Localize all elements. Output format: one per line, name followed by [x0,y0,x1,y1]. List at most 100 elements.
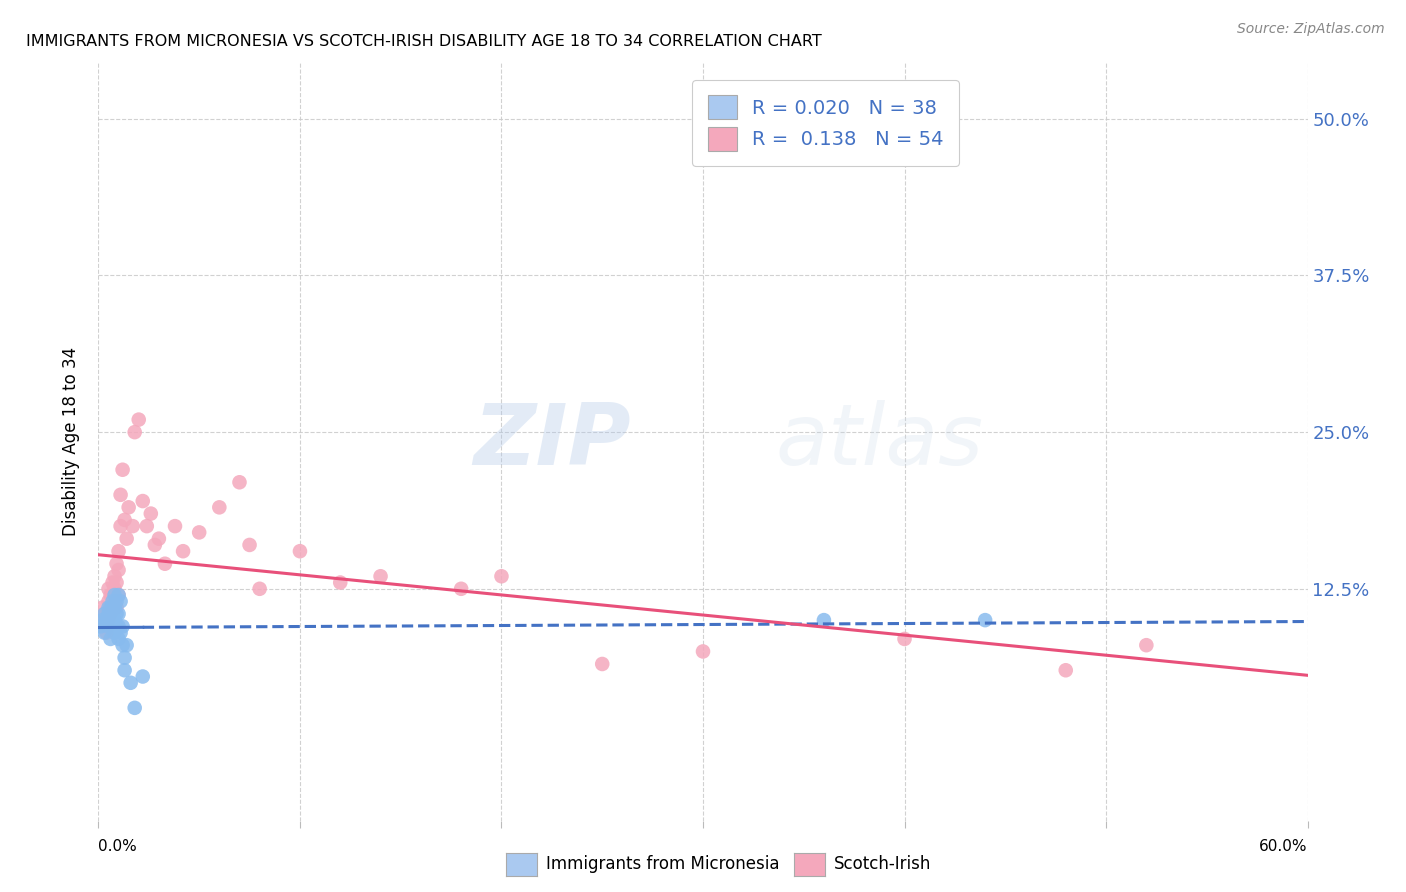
Point [124,425,146,439]
Text: atlas: atlas [776,400,984,483]
Point [121,519,143,533]
Text: IMMIGRANTS FROM MICRONESIA VS SCOTCH-IRISH DISABILITY AGE 18 TO 34 CORRELATION C: IMMIGRANTS FROM MICRONESIA VS SCOTCH-IRI… [25,34,821,49]
Point [132,494,155,508]
Point [249,582,271,596]
Text: 0.0%: 0.0% [98,839,138,855]
Point [101,575,124,590]
Point [89,619,111,633]
Point [96,613,118,627]
Point [97,613,120,627]
Point [491,569,513,583]
Point [105,619,128,633]
Point [132,669,155,683]
Point [101,607,124,621]
Point [100,607,122,621]
Point [813,613,835,627]
Point [153,557,176,571]
Point [111,463,134,477]
Point [103,594,125,608]
Point [105,600,128,615]
Point [97,594,120,608]
Point [97,582,120,596]
Point [103,625,125,640]
Point [114,663,136,677]
Point [110,488,132,502]
Point [692,644,714,658]
Point [96,625,118,640]
Point [100,613,122,627]
Point [329,575,352,590]
Point [128,412,150,426]
Point [139,507,162,521]
Point [93,625,115,640]
Point [101,600,124,615]
Point [105,607,128,621]
Point [93,607,115,621]
Point [101,594,124,608]
Point [120,675,142,690]
Point [228,475,250,490]
Point [370,569,392,583]
Point [97,619,120,633]
Text: ZIP: ZIP [472,400,630,483]
Point [115,638,138,652]
Point [208,500,231,515]
Point [100,588,122,602]
Point [101,600,124,615]
Text: 60.0%: 60.0% [1260,839,1308,855]
Point [111,619,134,633]
Y-axis label: Disability Age 18 to 34: Disability Age 18 to 34 [62,347,80,536]
Point [100,600,122,615]
Point [143,538,166,552]
Point [239,538,262,552]
Legend: R = 0.020   N = 38, R =  0.138   N = 54: R = 0.020 N = 38, R = 0.138 N = 54 [692,79,959,166]
Text: Source: ZipAtlas.com: Source: ZipAtlas.com [1237,22,1385,37]
Point [974,613,997,627]
Point [97,600,120,615]
Point [148,532,170,546]
Point [110,594,132,608]
Point [111,638,134,652]
Point [115,532,138,546]
Text: Immigrants from Micronesia: Immigrants from Micronesia [546,855,779,873]
Point [188,525,211,540]
Text: Scotch-Irish: Scotch-Irish [834,855,931,873]
Point [1054,663,1077,677]
Point [89,613,111,627]
Point [107,544,129,558]
Point [93,619,115,633]
Point [96,613,118,627]
Point [110,625,132,640]
Point [107,619,129,633]
Point [591,657,613,671]
Point [107,632,129,646]
Point [103,588,125,602]
Point [103,569,125,583]
Point [114,513,136,527]
Point [103,613,125,627]
Point [107,607,129,621]
Point [124,701,146,715]
Point [163,519,186,533]
Point [97,607,120,621]
Point [103,600,125,615]
Point [93,607,115,621]
Point [118,500,141,515]
Point [91,600,114,615]
Point [105,575,128,590]
Point [135,519,157,533]
Point [1135,638,1157,652]
Point [288,544,311,558]
Point [91,613,114,627]
Point [114,650,136,665]
Point [103,582,125,596]
Point [107,563,129,577]
Point [893,632,915,646]
Point [107,588,129,602]
Point [107,588,129,602]
Point [110,519,132,533]
Point [100,632,122,646]
Point [101,619,124,633]
Point [105,557,128,571]
Point [105,594,128,608]
